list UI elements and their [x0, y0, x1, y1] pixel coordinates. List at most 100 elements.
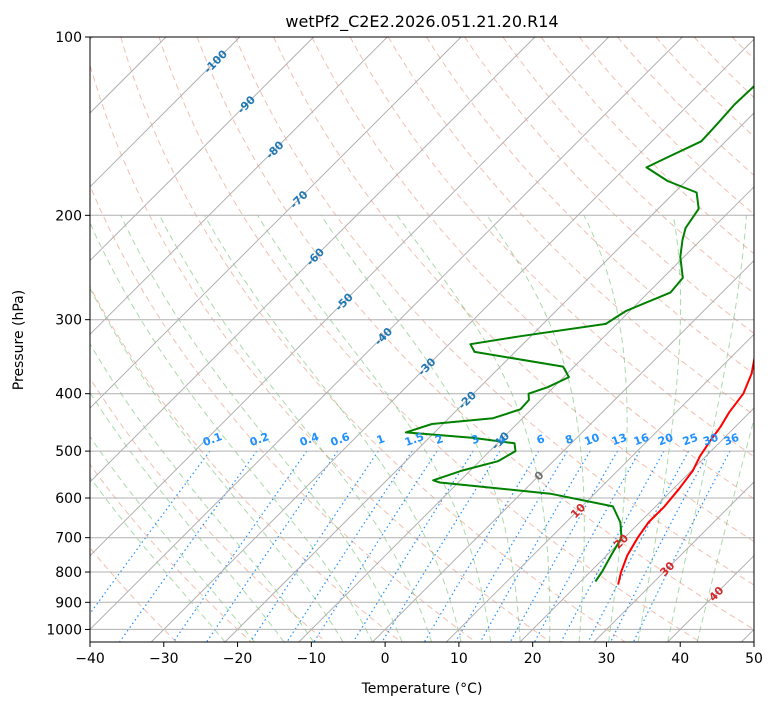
moist-adiabat [320, 215, 521, 642]
isotherm-line [90, 37, 241, 188]
mixing-ratio-label: 1 [375, 432, 387, 447]
plot-frame [89, 36, 755, 643]
moist-adiabat [396, 215, 551, 642]
isotherm-line [372, 259, 754, 642]
chart-title: wetPf2_C2E2.2026.051.21.20.R14 [285, 12, 558, 32]
mixing-ratio-line [423, 450, 540, 642]
y-tick-label: 700 [55, 531, 82, 547]
x-tick-label: −30 [149, 651, 179, 667]
mixing-ratio-line [250, 450, 379, 642]
y-axis-label: Pressure (hPa) [11, 290, 27, 390]
mixing-ratio-label: 20 [656, 431, 675, 449]
moist-adiabat [120, 215, 403, 642]
x-tick-label: −10 [297, 651, 327, 667]
mixing-ratio-label: 1.5 [403, 430, 426, 449]
x-tick-label: 10 [450, 651, 468, 667]
moist-adiabat [583, 215, 628, 642]
isotherm-label: -40 [372, 325, 395, 348]
profiles [404, 84, 754, 585]
mixing-ratio-label: 13 [610, 431, 629, 448]
isotherm-line [90, 37, 536, 483]
mixing-ratio-line [313, 450, 438, 642]
isotherm-label: -100 [201, 47, 230, 76]
isotherm-label: 10 [568, 501, 588, 521]
moist-adiabat [204, 215, 462, 642]
isotherm-line [445, 333, 754, 642]
dry-adiabat [617, 37, 754, 176]
x-tick-label: −20 [223, 651, 253, 667]
dry-adiabat [311, 37, 754, 500]
moist-adiabat [90, 221, 374, 642]
line-labels: 0.1 0.2 0.4 0.6 1 1.5 2 3 4 6 8 10 13 16 20 25 30 36 -100 -… [201, 47, 741, 604]
dry-adiabat [273, 37, 754, 543]
x-tick-label: 0 [381, 651, 390, 667]
moist-adiabat [90, 287, 344, 642]
isotherm-line [150, 38, 754, 642]
isotherm-line [90, 37, 683, 631]
dry-adiabat [196, 37, 754, 630]
mixing-ratio-label: 4 [496, 432, 508, 447]
mixing-ratio-label: 2 [433, 432, 445, 447]
dry-adiabat [387, 37, 754, 416]
isotherm-line [298, 186, 754, 642]
x-axis-label: Temperature (°C) [361, 681, 483, 697]
dry-adiabat [90, 463, 252, 642]
mixing-ratio-label: 6 [535, 432, 547, 447]
mixing-ratio-label: 25 [681, 431, 700, 448]
y-tick-label: 200 [55, 208, 82, 224]
y-tick-label: 800 [55, 565, 82, 581]
mixing-ratio-line [119, 450, 258, 642]
x-tick-label: 40 [671, 651, 689, 667]
isotherm-line [90, 37, 314, 262]
moist-adiabat [90, 435, 255, 642]
dry-adiabat [655, 37, 754, 138]
dry-adiabat [426, 37, 754, 375]
mixing-ratio-label: 10 [583, 431, 602, 449]
mixing-ratio-line [587, 450, 690, 642]
mixing-ratio-label: 8 [563, 432, 575, 447]
isotherm-line [741, 628, 754, 642]
dry-adiabat [90, 184, 476, 642]
grid [90, 37, 754, 642]
dry-adiabat [502, 37, 754, 295]
isotherm-line [519, 407, 754, 642]
x-tick-label: 30 [598, 651, 616, 667]
dry-adiabat [90, 285, 402, 642]
dry-adiabat [120, 37, 626, 642]
mixing-ratio-label: 16 [632, 431, 651, 449]
dry-adiabat [464, 37, 754, 335]
mixing-ratio-line [454, 450, 568, 642]
y-axis: 100 200 300 400 500 600 700 800 900 1000 [46, 30, 90, 638]
moist-adiabat [667, 215, 747, 642]
dry-adiabat [579, 37, 754, 216]
x-axis: −40 −30 −20 −10 0 10 20 30 40 50 [75, 642, 763, 667]
isotherm-line [90, 37, 462, 409]
dry-adiabat [90, 63, 551, 642]
isotherm-line [667, 554, 754, 642]
temperature-line [617, 355, 754, 585]
y-tick-label: 400 [55, 387, 82, 403]
mixing-ratio-label: 0.4 [298, 430, 321, 449]
dry-adiabat [770, 37, 775, 642]
isotherm-line [90, 37, 388, 336]
moist-adiabat [159, 215, 433, 642]
dry-adiabat [693, 37, 754, 99]
y-tick-label: 600 [55, 491, 82, 507]
moist-adiabat [90, 476, 226, 642]
moist-adiabat [486, 215, 585, 642]
mixing-ratio-line [509, 450, 619, 642]
dry-adiabat [349, 37, 754, 458]
x-tick-label: 20 [524, 651, 542, 667]
mixing-ratio-label: 3 [469, 432, 481, 447]
y-tick-label: 500 [55, 444, 82, 460]
mixing-ratio-label: 36 [722, 431, 741, 449]
dry-adiabat [90, 377, 327, 642]
mixing-ratio-label: 0.2 [248, 430, 271, 449]
mixing-ratio-line [352, 450, 474, 642]
mixing-ratio-line [610, 450, 710, 642]
mixing-ratio-line [286, 450, 413, 642]
moist-adiabat [637, 215, 682, 642]
moist-adiabat [90, 391, 285, 642]
moist-adiabat [90, 342, 314, 642]
